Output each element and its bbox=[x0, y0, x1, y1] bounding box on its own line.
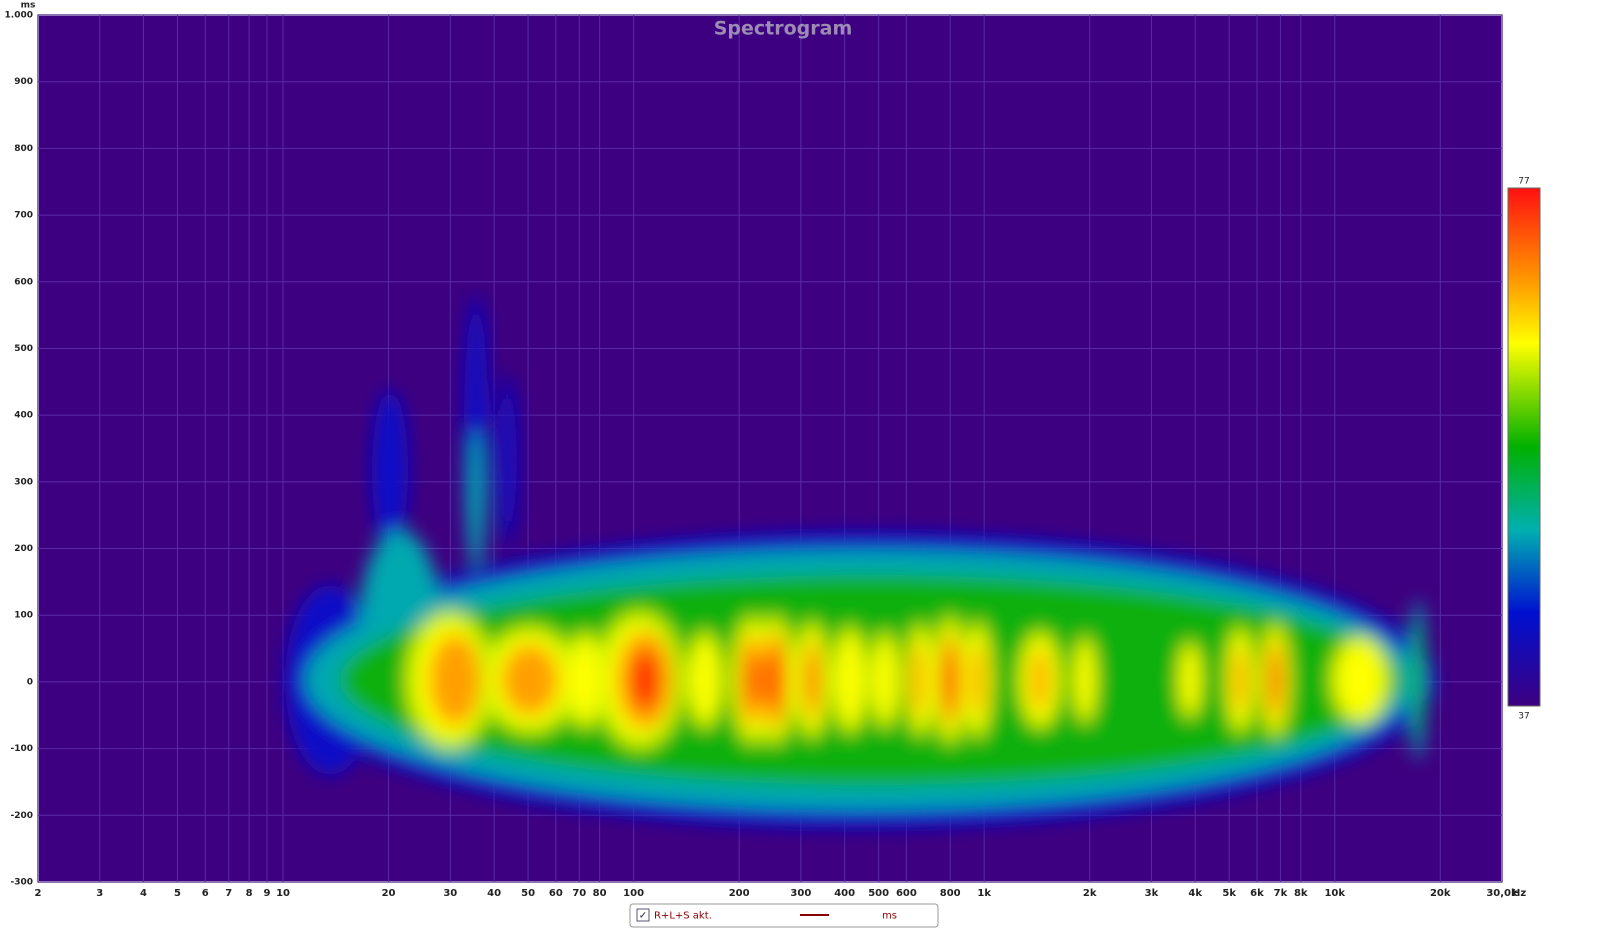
x-tick-label: 3 bbox=[96, 888, 103, 899]
y-tick-label: 600 bbox=[14, 277, 33, 287]
x-tick-label: 70 bbox=[572, 888, 586, 899]
heat-region bbox=[499, 375, 517, 545]
heat-region bbox=[631, 650, 659, 710]
colorbar bbox=[1507, 187, 1541, 707]
legend-unit: ms bbox=[882, 911, 897, 922]
heat-region bbox=[1032, 650, 1048, 710]
x-tick-label: 200 bbox=[729, 888, 750, 899]
y-tick-label: 200 bbox=[14, 544, 33, 554]
x-tick-label: 1k bbox=[977, 888, 991, 899]
heat-region bbox=[502, 645, 558, 715]
x-tick-label: 300 bbox=[790, 888, 811, 899]
y-tick-label: -200 bbox=[10, 811, 33, 821]
x-tick-label: 7k bbox=[1274, 888, 1288, 899]
x-tick-label: 2 bbox=[35, 888, 42, 899]
x-tick-label: 400 bbox=[834, 888, 855, 899]
x-tick-label: 8k bbox=[1294, 888, 1308, 899]
chart-title: Spectrogram bbox=[714, 18, 853, 40]
y-tick-label: 100 bbox=[14, 611, 33, 621]
y-tick-label: 900 bbox=[14, 77, 33, 87]
y-tick-label: 800 bbox=[14, 144, 33, 154]
legend-box bbox=[629, 903, 939, 928]
heat-region bbox=[372, 390, 408, 550]
x-tick-label: 5k bbox=[1222, 888, 1236, 899]
checkmark: ✓ bbox=[639, 911, 647, 922]
heat-region bbox=[467, 430, 485, 570]
y-tick-label: -300 bbox=[10, 878, 33, 888]
legend-label[interactable]: R+L+S akt. bbox=[654, 911, 712, 922]
heat-region bbox=[429, 635, 481, 725]
heat-region bbox=[836, 636, 864, 724]
y-unit: ms bbox=[21, 1, 36, 11]
heat-region bbox=[944, 648, 956, 712]
heat-region bbox=[1413, 620, 1423, 740]
x-tick-label: 30,0k bbox=[1486, 888, 1518, 899]
x-tick-label: 80 bbox=[593, 888, 607, 899]
heat-region bbox=[746, 650, 758, 710]
heat-region bbox=[912, 645, 924, 715]
colorbar-tick-label: 37 bbox=[1518, 712, 1529, 722]
legend-checkbox[interactable] bbox=[636, 908, 650, 922]
x-tick-label: 5 bbox=[174, 888, 181, 899]
y-tick-label: 700 bbox=[14, 211, 33, 221]
x-tick-label: 9 bbox=[264, 888, 271, 899]
x-tick-label: 30 bbox=[443, 888, 457, 899]
heat-region bbox=[873, 640, 897, 720]
heat-region bbox=[972, 645, 984, 715]
colorbar-tick-label: 77 bbox=[1518, 177, 1529, 187]
heat-region bbox=[768, 645, 782, 715]
heat-region bbox=[1337, 644, 1383, 716]
x-tick-label: 10 bbox=[276, 888, 290, 899]
x-tick-label: 6 bbox=[202, 888, 209, 899]
x-tick-label: 20k bbox=[1430, 888, 1451, 899]
y-tick-label: 500 bbox=[14, 344, 33, 354]
heat-region bbox=[1181, 648, 1199, 712]
x-tick-label: 2k bbox=[1083, 888, 1097, 899]
heat-region bbox=[1076, 644, 1094, 716]
x-tick-label: 20 bbox=[382, 888, 396, 899]
heat-region bbox=[691, 640, 719, 720]
heat-region bbox=[1234, 650, 1246, 710]
x-unit: Hz bbox=[1512, 888, 1526, 899]
x-tick-label: 6k bbox=[1250, 888, 1264, 899]
spectrogram-image bbox=[285, 295, 1435, 828]
x-tick-label: 40 bbox=[487, 888, 501, 899]
x-tick-label: 600 bbox=[896, 888, 917, 899]
y-tick-label: 400 bbox=[14, 411, 33, 421]
y-tick-label: 1.000 bbox=[5, 11, 33, 21]
x-tick-label: 60 bbox=[549, 888, 563, 899]
x-tick-label: 8 bbox=[246, 888, 253, 899]
x-tick-label: 7 bbox=[225, 888, 232, 899]
x-tick-label: 4 bbox=[140, 888, 147, 899]
x-tick-label: 500 bbox=[868, 888, 889, 899]
y-tick-label: 0 bbox=[27, 677, 33, 687]
x-tick-label: 10k bbox=[1324, 888, 1345, 899]
legend: ✓ R+L+S akt. ms bbox=[629, 903, 939, 928]
y-tick-label: -100 bbox=[10, 744, 33, 754]
x-tick-label: 3k bbox=[1145, 888, 1159, 899]
y-tick-label: 300 bbox=[14, 477, 33, 487]
heat-region bbox=[808, 655, 816, 705]
x-tick-label: 4k bbox=[1188, 888, 1202, 899]
heat-region bbox=[1271, 655, 1279, 705]
x-tick-label: 800 bbox=[940, 888, 961, 899]
heat-region bbox=[570, 640, 600, 720]
x-tick-label: 50 bbox=[521, 888, 535, 899]
x-tick-label: 100 bbox=[623, 888, 644, 899]
